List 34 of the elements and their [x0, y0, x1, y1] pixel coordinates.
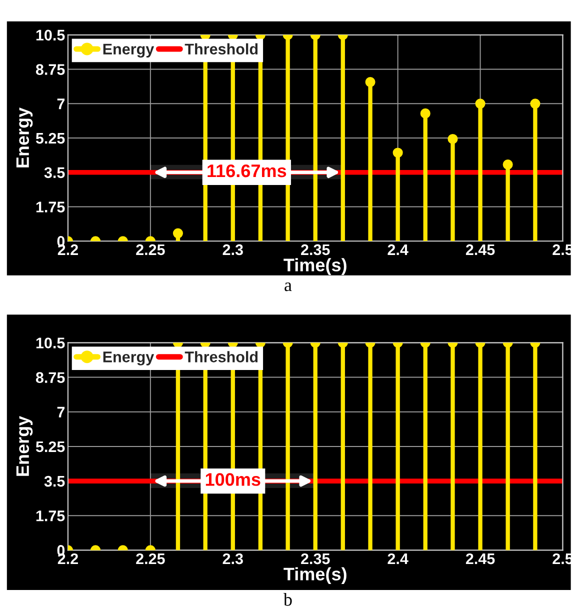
x-tick-label: 2.4 — [388, 553, 408, 564]
legend-label: Energy — [103, 44, 154, 58]
x-tick-label: 2.4 — [388, 244, 408, 255]
y-tick-label: 3.5 — [44, 167, 65, 178]
x-tick-label: 2.45 — [466, 244, 495, 256]
y-tick-label: 3.5 — [44, 476, 65, 487]
y-tick-label: 5.25 — [36, 132, 65, 144]
band-label: 100ms — [206, 473, 260, 486]
text: a — [284, 282, 292, 292]
x-tick-label: 2.35 — [301, 244, 330, 256]
legend-label: Threshold — [184, 43, 258, 55]
x-axis-title: Time(s) — [284, 258, 346, 275]
x-axis-title: Time(s) — [284, 567, 346, 584]
x-tick-label: 2.35 — [301, 553, 330, 564]
band-label: 116.67ms — [208, 164, 286, 178]
x-tick-label: 2.3 — [222, 553, 243, 564]
y-tick-label: 10.5 — [36, 338, 65, 348]
y-tick-label: 8.75 — [36, 64, 65, 75]
y-tick-label: 7 — [57, 406, 65, 418]
x-tick-label: 2.3 — [222, 244, 243, 256]
x-tick-label: 2.45 — [466, 553, 495, 564]
y-tick-label: 1.75 — [36, 202, 65, 212]
legend-label: Energy — [103, 352, 154, 366]
x-tick-label: 2.25 — [136, 244, 165, 256]
text: b — [283, 593, 292, 606]
y-tick-label: 7 — [57, 98, 65, 110]
y-axis-title: Energy — [16, 416, 33, 476]
y-axis-title: Energy — [16, 107, 33, 168]
y-tick-label: 10.5 — [36, 30, 65, 41]
y-tick-label: 8.75 — [36, 372, 65, 383]
x-tick-label: 2.25 — [136, 553, 165, 564]
y-tick-label: 5.25 — [36, 441, 65, 452]
legend-label: Threshold — [184, 351, 258, 362]
y-tick-label: 1.75 — [36, 510, 65, 522]
